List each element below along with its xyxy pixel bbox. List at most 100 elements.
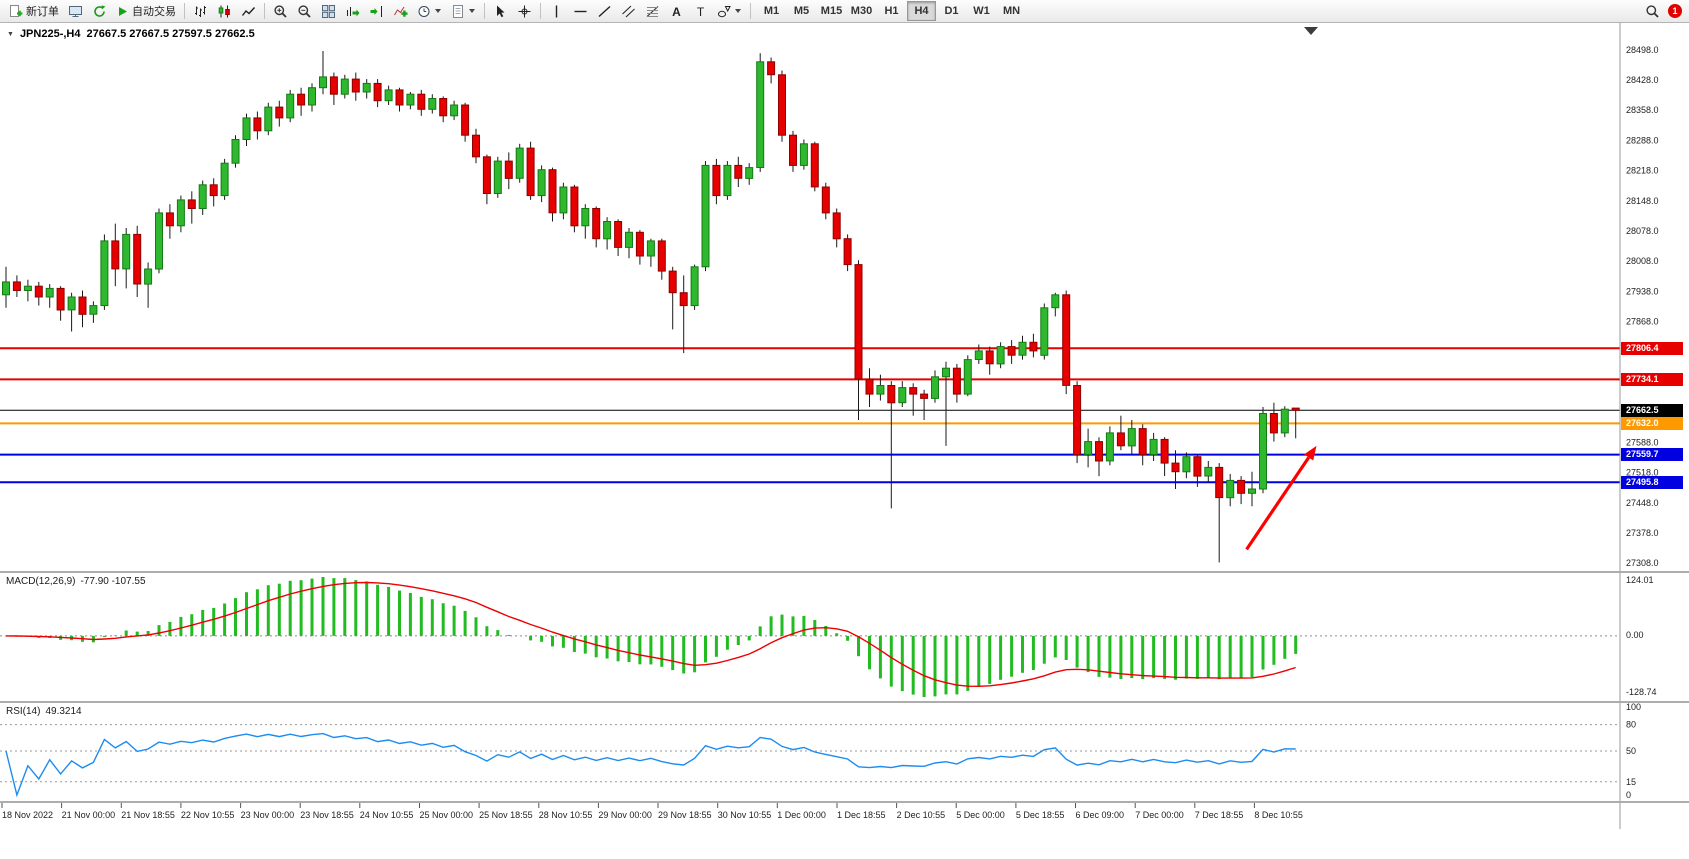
candle-body xyxy=(745,167,754,179)
candle-body xyxy=(843,238,852,266)
time-axis-label: 24 Nov 10:55 xyxy=(360,810,414,820)
candle-body xyxy=(734,164,743,179)
price-axis-label: 27938.0 xyxy=(1626,286,1659,296)
shapes-icon xyxy=(717,4,732,19)
text-button[interactable]: A xyxy=(665,0,688,22)
fibonacci-button[interactable] xyxy=(641,0,664,22)
tile-windows-button[interactable] xyxy=(317,0,340,22)
candle-body xyxy=(690,266,699,307)
price-axis-label: 27308.0 xyxy=(1626,558,1659,568)
indicators-button[interactable] xyxy=(389,0,412,22)
time-axis-label: 22 Nov 10:55 xyxy=(181,810,235,820)
trend-arrow[interactable] xyxy=(1245,456,1311,551)
macd-signal-line xyxy=(5,581,1296,688)
candle-body xyxy=(909,387,918,395)
candle-body xyxy=(1095,441,1103,462)
horizontal-line-button[interactable] xyxy=(569,0,592,22)
candle-body xyxy=(952,367,961,395)
candle-body xyxy=(832,212,841,240)
price-axis-label: 27868.0 xyxy=(1626,317,1659,327)
candle-body xyxy=(1138,428,1147,456)
chart-window-button[interactable] xyxy=(64,0,87,22)
candle-body xyxy=(996,346,1005,365)
ohlc-values: 27667.5 27667.5 27597.5 27662.5 xyxy=(86,28,255,40)
svg-text:A: A xyxy=(672,5,681,19)
timeframe-button-d1[interactable]: D1 xyxy=(944,5,959,17)
vertical-line-button[interactable] xyxy=(545,0,568,22)
time-axis-label: 29 Nov 00:00 xyxy=(598,810,652,820)
cursor-arrow-icon xyxy=(493,4,508,19)
cursor-button[interactable] xyxy=(489,0,512,22)
panel-separator[interactable] xyxy=(0,801,1689,803)
candle-body xyxy=(187,199,196,209)
autotrading-label: 自动交易 xyxy=(132,6,176,18)
new-order-button[interactable]: 新订单 xyxy=(4,0,63,22)
auto-scroll-button[interactable] xyxy=(341,0,364,22)
candle-body xyxy=(1248,488,1256,494)
time-axis-label: 23 Nov 00:00 xyxy=(241,810,295,820)
trend-arrow-head[interactable] xyxy=(1304,445,1317,461)
candle-body xyxy=(625,231,633,248)
bar-chart-button[interactable] xyxy=(189,0,212,22)
timeframe-button-m15[interactable]: M15 xyxy=(820,5,843,17)
line-chart-button[interactable] xyxy=(237,0,260,22)
panel-separator[interactable] xyxy=(0,701,1689,703)
crosshair-button[interactable] xyxy=(513,0,536,22)
caret-down-icon xyxy=(435,8,442,14)
timeframe-button-w1[interactable]: W1 xyxy=(973,5,990,17)
price-axis-label: 28358.0 xyxy=(1626,105,1659,115)
channel-button[interactable] xyxy=(617,0,640,22)
caret-down-icon xyxy=(469,8,476,14)
notification-badge[interactable]: 1 xyxy=(1668,4,1682,18)
rsi-axis-label: 50 xyxy=(1626,746,1636,756)
timeframe-button-mn[interactable]: MN xyxy=(1002,5,1021,17)
macd-title: MACD(12,26,9) xyxy=(6,576,76,587)
candle-body xyxy=(1116,432,1125,447)
price-axis-label: 28288.0 xyxy=(1626,135,1659,145)
candle-body xyxy=(635,231,644,257)
candle-body xyxy=(614,221,623,248)
panel-separator[interactable] xyxy=(0,571,1689,573)
time-axis-label: 7 Dec 00:00 xyxy=(1135,810,1184,820)
candle-body xyxy=(351,78,360,93)
price-axis-label: 28008.0 xyxy=(1626,256,1659,266)
candle-body xyxy=(581,208,590,227)
trendline-button[interactable] xyxy=(593,0,616,22)
candle-body xyxy=(887,385,896,404)
price-tag-orange-level: 27632.0 xyxy=(1621,416,1683,430)
autotrading-button[interactable]: 自动交易 xyxy=(112,0,180,22)
rsi-panel-label: RSI(14) 49.3214 xyxy=(6,706,82,717)
candle-body xyxy=(592,208,601,240)
candle-body xyxy=(657,240,666,272)
candle-body xyxy=(56,287,65,311)
shapes-button[interactable] xyxy=(713,0,746,22)
candlestick-chart-button[interactable] xyxy=(213,0,236,22)
search-button[interactable] xyxy=(1641,0,1664,22)
templates-button[interactable] xyxy=(447,0,480,22)
periods-button[interactable] xyxy=(413,0,446,22)
chart-shift-marker[interactable] xyxy=(1304,27,1318,35)
timeframe-button-h1[interactable]: H1 xyxy=(884,5,899,17)
timeframe-button-m30[interactable]: M30 xyxy=(850,5,873,17)
candle-body xyxy=(1171,462,1180,473)
chart-canvas[interactable]: 28498.0 28428.0 28358.0 28288.0 28218.0 28148… xyxy=(0,23,1689,859)
candle-body xyxy=(111,240,120,270)
toolbar-separator xyxy=(264,3,265,19)
candle-body xyxy=(89,305,98,315)
candle-body xyxy=(1018,341,1027,356)
chart-shift-button[interactable] xyxy=(365,0,388,22)
refresh-button[interactable] xyxy=(88,0,111,22)
zoom-in-button[interactable] xyxy=(269,0,292,22)
vertical-line-icon xyxy=(549,4,564,19)
label-button[interactable]: T xyxy=(689,0,712,22)
candle-body xyxy=(865,378,874,395)
timeframe-button-m1[interactable]: M1 xyxy=(763,5,780,17)
zoom-out-button[interactable] xyxy=(293,0,316,22)
indicators-plus-icon xyxy=(393,4,408,19)
timeframe-button-h4[interactable]: H4 xyxy=(907,1,936,21)
candle-body xyxy=(1259,413,1267,490)
macd-axis-min: -128.74 xyxy=(1626,687,1657,697)
time-axis-label: 21 Nov 18:55 xyxy=(121,810,175,820)
timeframe-button-m5[interactable]: M5 xyxy=(793,5,810,17)
one-click-trading-arrow[interactable]: ▼ xyxy=(7,30,14,38)
